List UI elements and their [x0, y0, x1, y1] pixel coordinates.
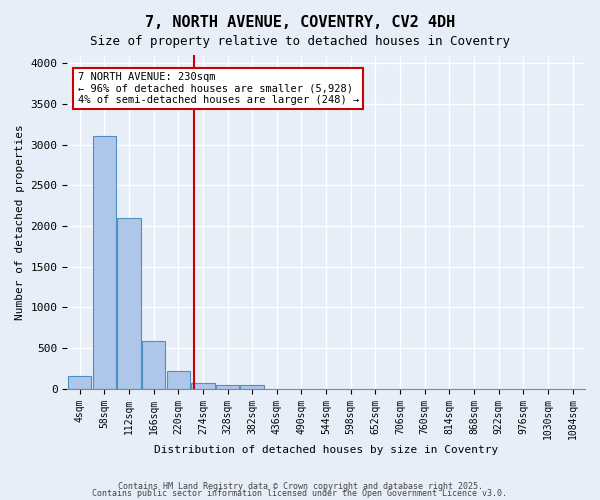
Bar: [92, 136, 116, 388]
Bar: [68, 376, 91, 388]
Text: Size of property relative to detached houses in Coventry: Size of property relative to detached ho…: [90, 35, 510, 48]
Text: 7 NORTH AVENUE: 230sqm
← 96% of detached houses are smaller (5,928)
4% of semi-d: 7 NORTH AVENUE: 230sqm ← 96% of detached…: [77, 72, 359, 105]
Bar: [117, 218, 140, 388]
X-axis label: Distribution of detached houses by size in Coventry: Distribution of detached houses by size …: [154, 445, 498, 455]
Text: Contains public sector information licensed under the Open Government Licence v3: Contains public sector information licen…: [92, 490, 508, 498]
Bar: [241, 386, 264, 388]
Text: Contains HM Land Registry data © Crown copyright and database right 2025.: Contains HM Land Registry data © Crown c…: [118, 482, 482, 491]
Bar: [191, 383, 215, 388]
Text: 7, NORTH AVENUE, COVENTRY, CV2 4DH: 7, NORTH AVENUE, COVENTRY, CV2 4DH: [145, 15, 455, 30]
Y-axis label: Number of detached properties: Number of detached properties: [15, 124, 25, 320]
Bar: [216, 384, 239, 388]
Bar: [142, 342, 165, 388]
Bar: [167, 370, 190, 388]
